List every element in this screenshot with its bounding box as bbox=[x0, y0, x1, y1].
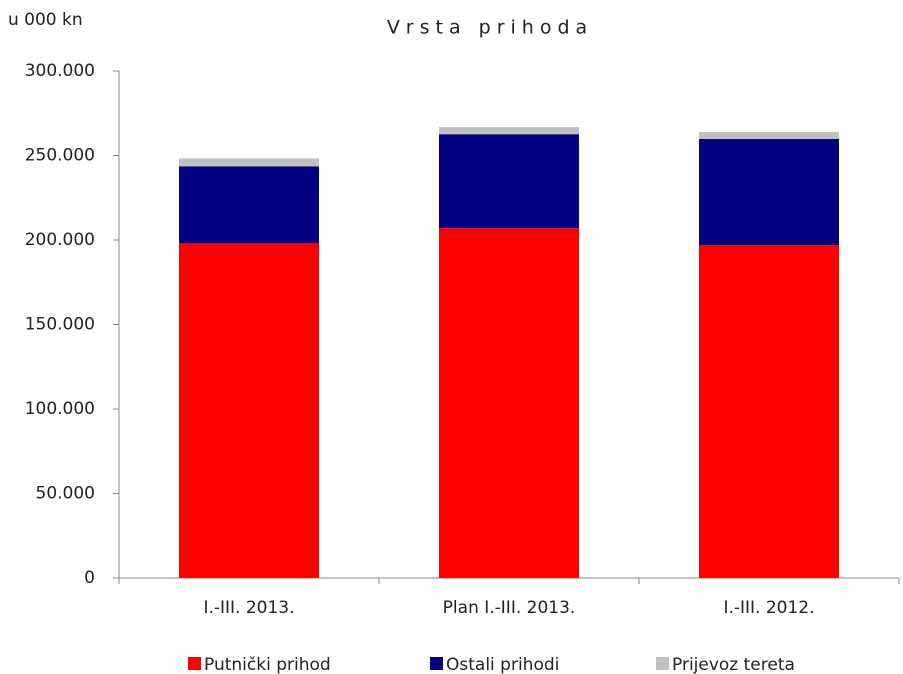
legend-swatch bbox=[430, 657, 443, 670]
bar-segment bbox=[439, 228, 579, 579]
bar-segment bbox=[699, 245, 839, 578]
x-tick-label: I.-III. 2012. bbox=[723, 598, 814, 618]
legend-swatch bbox=[656, 657, 669, 670]
legend-swatch bbox=[188, 657, 201, 670]
y-tick-label: 150.000 bbox=[25, 315, 95, 335]
y-tick-label: 200.000 bbox=[25, 230, 95, 250]
bar-segment bbox=[699, 138, 839, 246]
bar-segment bbox=[699, 132, 839, 139]
bar-segment bbox=[179, 158, 319, 167]
bar-segment bbox=[439, 127, 579, 135]
y-tick-label: 100.000 bbox=[25, 399, 95, 419]
bar-segment bbox=[179, 166, 319, 244]
y-axis-label: u 000 kn bbox=[8, 10, 83, 30]
chart-title: Vrsta prihoda bbox=[387, 17, 593, 39]
bar-segment bbox=[439, 134, 579, 229]
y-tick-label: 50.000 bbox=[36, 484, 95, 504]
legend-label: Prijevoz tereta bbox=[672, 655, 795, 674]
bar-segment bbox=[179, 243, 319, 578]
y-tick-label: 0 bbox=[84, 568, 95, 588]
x-tick-label: Plan I.-III. 2013. bbox=[443, 598, 576, 618]
y-tick-label: 300.000 bbox=[25, 61, 95, 81]
y-tick-label: 250.000 bbox=[25, 146, 95, 166]
legend-label: Putnički prihod bbox=[204, 655, 331, 674]
x-tick-label: I.-III. 2013. bbox=[203, 598, 294, 618]
legend-label: Ostali prihodi bbox=[446, 655, 559, 674]
